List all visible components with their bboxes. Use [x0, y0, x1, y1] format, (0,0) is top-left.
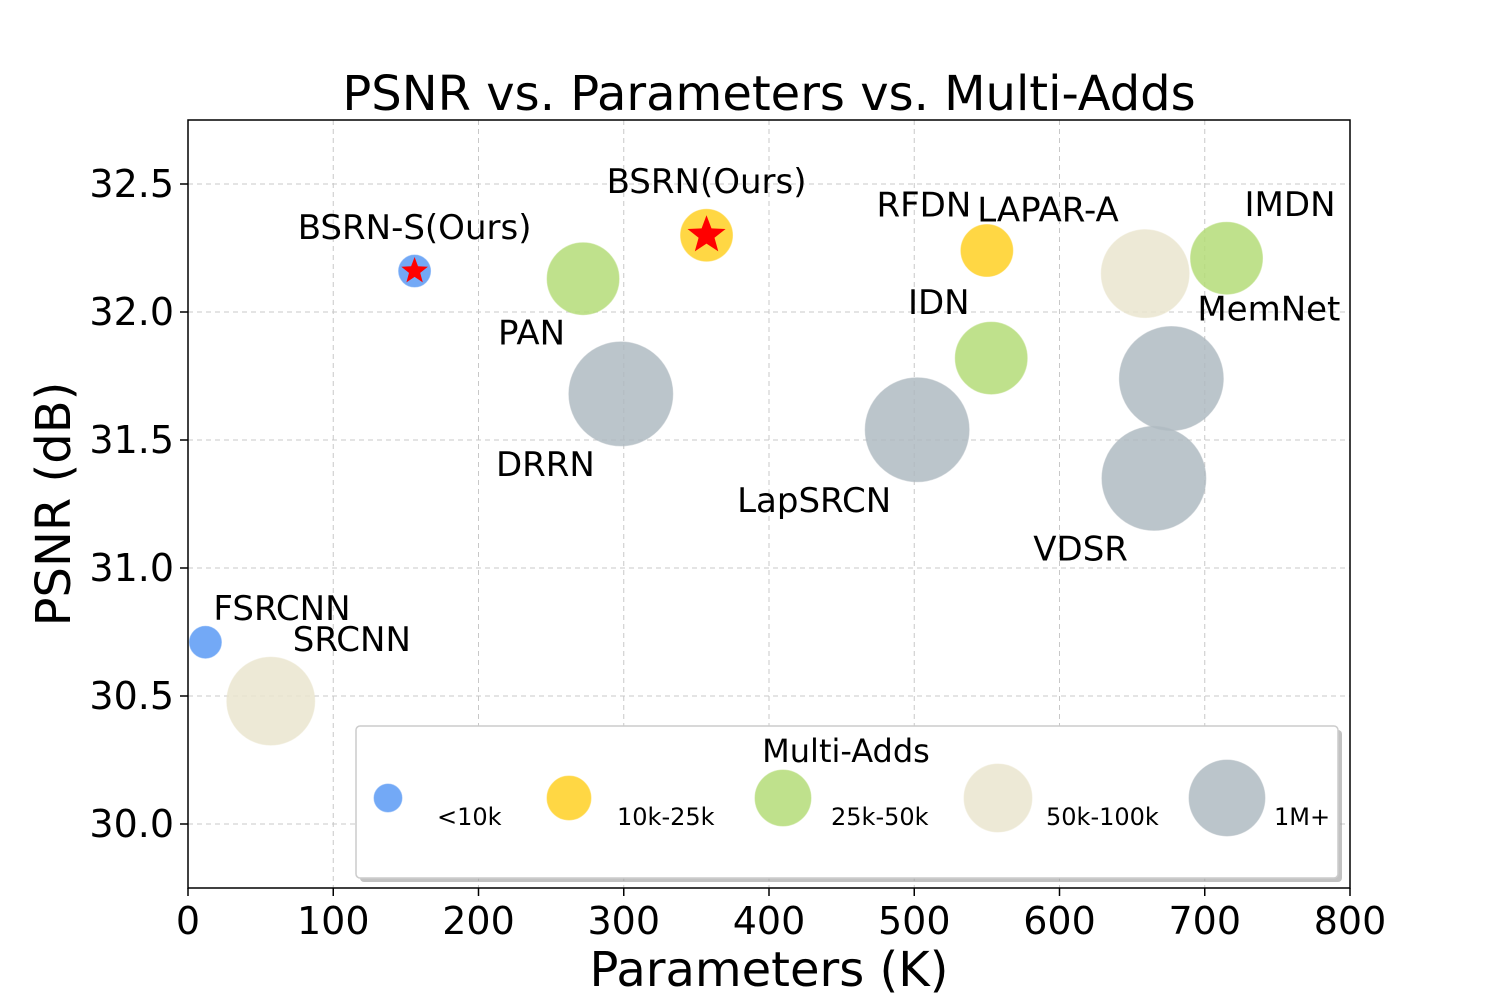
y-tick-label: 32.0: [89, 290, 174, 334]
data-point: [954, 321, 1028, 395]
x-tick-label: 800: [1314, 899, 1387, 943]
legend-label: 10k-25k: [617, 803, 715, 831]
legend: Multi-Adds <10k 10k-25k 25k-50k 50k-100k 1M+: [355, 725, 1342, 882]
x-tick-label: 400: [733, 899, 806, 943]
y-tick-label: 30.5: [89, 674, 174, 718]
legend-marker: [546, 775, 592, 821]
point-label: MemNet: [1197, 290, 1340, 330]
legend-label: 50k-100k: [1046, 803, 1159, 831]
data-point: [1100, 229, 1190, 319]
x-tick-label: 300: [587, 899, 660, 943]
point-label: BSRN-S(Ours): [298, 208, 532, 248]
data-point: [864, 377, 970, 483]
legend-label: <10k: [437, 803, 502, 831]
legend-box: [355, 725, 1339, 879]
data-point: [188, 625, 222, 659]
point-label: DRRN: [496, 445, 595, 485]
x-axis-label: Parameters (K): [590, 942, 949, 998]
data-points: [188, 208, 1264, 746]
data-point: [1190, 221, 1264, 295]
data-point: [546, 242, 620, 316]
axis-ticks: 0 100 200 300 400 500 600 700 800 30.0 30.5 31.0 31.…: [89, 162, 1386, 943]
y-tick-label: 30.0: [89, 802, 174, 846]
point-label: LapSRCN: [737, 481, 891, 521]
x-tick-label: 100: [297, 899, 370, 943]
point-label: IDN: [908, 283, 970, 323]
x-tick-label: 200: [442, 899, 515, 943]
point-label: LAPAR-A: [977, 191, 1119, 231]
x-tick-label: 500: [878, 899, 951, 943]
legend-marker: [963, 763, 1033, 833]
point-label: SRCNN: [293, 620, 411, 660]
y-axis-label: PSNR (dB): [26, 382, 82, 627]
y-tick-label: 32.5: [89, 162, 174, 206]
star-marker: [687, 215, 726, 252]
data-point: [960, 224, 1014, 278]
data-point: [226, 656, 316, 746]
data-point: [568, 341, 674, 447]
point-label: RFDN: [876, 186, 971, 226]
legend-items: <10k 10k-25k 25k-50k 50k-100k 1M+: [373, 759, 1330, 837]
legend-marker: [373, 783, 403, 813]
data-point: [1101, 425, 1207, 531]
y-tick-label: 31.5: [89, 418, 174, 462]
x-tick-label: 700: [1168, 899, 1241, 943]
x-tick-label: 600: [1023, 899, 1096, 943]
legend-label: 25k-50k: [831, 803, 929, 831]
point-label: IMDN: [1245, 185, 1336, 225]
legend-marker: [754, 769, 812, 827]
legend-label: 1M+: [1274, 803, 1330, 831]
legend-marker: [1188, 759, 1266, 837]
point-label: VDSR: [1033, 529, 1128, 569]
data-point: [1118, 326, 1224, 432]
point-label: BSRN(Ours): [607, 162, 807, 202]
legend-title: Multi-Adds: [762, 732, 930, 770]
point-label: PAN: [498, 314, 565, 354]
star-marker: [401, 257, 428, 283]
point-label: FSRCNN: [213, 589, 350, 629]
y-tick-label: 31.0: [89, 546, 174, 590]
x-tick-label: 0: [176, 899, 200, 943]
chart-title: PSNR vs. Parameters vs. Multi-Adds: [342, 66, 1195, 122]
